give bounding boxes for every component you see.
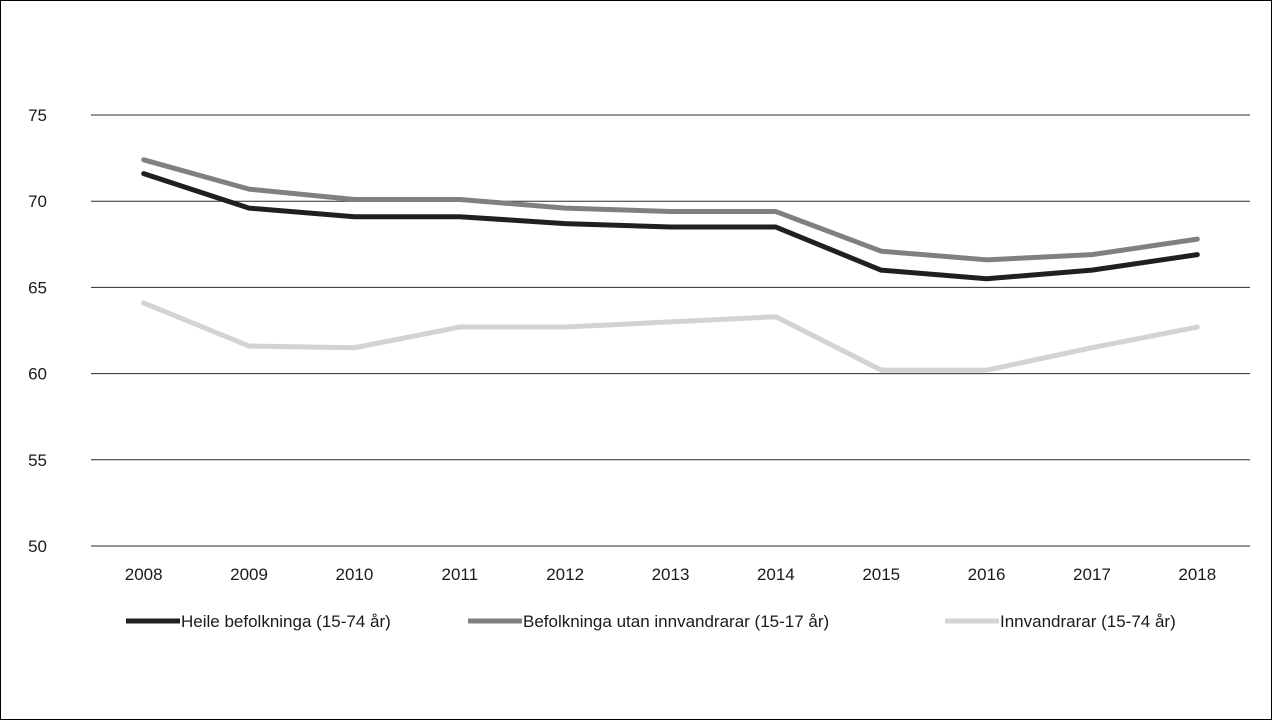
series-line <box>141 171 1200 282</box>
legend-label: Befolkninga utan innvandrarar (15-17 år) <box>523 612 829 631</box>
series-line <box>141 300 1200 373</box>
series-line <box>141 157 1200 263</box>
x-tick-label: 2014 <box>757 565 795 584</box>
x-tick-label: 2008 <box>125 565 163 584</box>
x-axis-ticks: 2008 2009 2010 2011 2012 2013 2014 2015 2016 2017… <box>125 565 1216 584</box>
legend-label: Heile befolkninga (15-74 år) <box>181 612 391 631</box>
y-tick-label: 55 <box>28 451 47 470</box>
y-tick-label: 50 <box>28 537 47 556</box>
x-tick-label: 2013 <box>652 565 690 584</box>
y-tick-label: 60 <box>28 365 47 384</box>
x-tick-label: 2016 <box>968 565 1006 584</box>
y-tick-label: 65 <box>28 278 47 297</box>
series-lines <box>141 157 1200 373</box>
y-tick-label: 75 <box>28 106 47 125</box>
x-tick-label: 2018 <box>1178 565 1216 584</box>
x-tick-label: 2010 <box>335 565 373 584</box>
x-tick-label: 2011 <box>441 565 478 584</box>
x-tick-label: 2012 <box>546 565 584 584</box>
gridlines <box>91 114 1250 547</box>
legend-label: Innvandrarar (15-74 år) <box>1000 612 1176 631</box>
y-tick-label: 70 <box>28 192 47 211</box>
x-tick-label: 2015 <box>862 565 900 584</box>
x-tick-label: 2009 <box>230 565 268 584</box>
y-axis-ticks: 50 55 60 65 70 75 <box>28 106 47 556</box>
x-tick-label: 2017 <box>1073 565 1111 584</box>
legend: Heile befolkninga (15-74 år) Befolkninga … <box>126 612 1176 631</box>
